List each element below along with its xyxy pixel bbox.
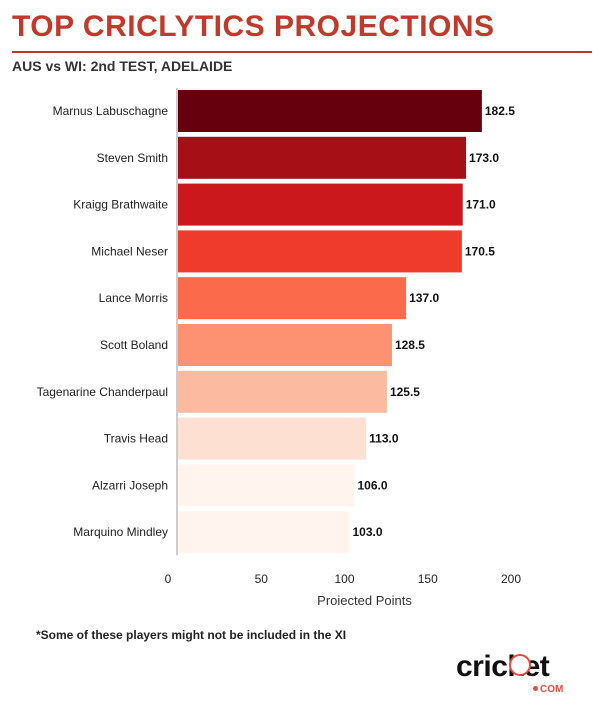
logo-ball-icon xyxy=(509,654,531,676)
x-tick-label: 50 xyxy=(255,572,269,586)
category-label: Travis Head xyxy=(104,432,168,446)
bar xyxy=(178,90,482,132)
category-label: Tagenarine Chanderpaul xyxy=(37,385,168,399)
data-label: 171.0 xyxy=(466,198,496,212)
data-label: 173.0 xyxy=(469,151,499,165)
data-label: 182.5 xyxy=(485,104,515,118)
title-divider xyxy=(12,51,592,53)
logo-dot-icon xyxy=(533,686,538,691)
logo-sub: COM xyxy=(540,684,564,695)
chart-subtitle: AUS vs WI: 2nd TEST, ADELAIDE xyxy=(12,58,233,74)
data-label: 106.0 xyxy=(357,478,387,492)
bar xyxy=(178,417,367,460)
data-label: 113.0 xyxy=(369,432,399,446)
cricket-com-logo: cricket COM xyxy=(456,650,576,695)
x-tick-label: 200 xyxy=(501,572,521,586)
bar xyxy=(178,136,467,179)
category-label: Lance Morris xyxy=(99,291,168,305)
bar xyxy=(178,230,462,273)
category-label: Scott Boland xyxy=(100,338,168,352)
category-label: Alzarri Joseph xyxy=(92,478,168,492)
category-label: Michael Neser xyxy=(91,244,168,258)
data-label: 125.5 xyxy=(390,385,420,399)
bar xyxy=(178,183,463,226)
category-label: Kraigg Brathwaite xyxy=(73,198,168,212)
x-tick-label: 150 xyxy=(418,572,438,586)
footnote: *Some of these players might not be incl… xyxy=(36,628,347,642)
bar xyxy=(178,324,392,366)
chart-title: TOP CRICLYTICS PROJECTIONS xyxy=(12,10,495,43)
bar-chart: Marnus Labuschagne 182.5 Steven Smith 173.0… xyxy=(37,88,521,605)
bar xyxy=(178,464,355,507)
bar xyxy=(178,370,387,413)
category-label: Steven Smith xyxy=(97,151,168,165)
data-label: 170.5 xyxy=(465,244,495,258)
category-label: Marnus Labuschagne xyxy=(53,104,169,118)
category-label: Marquino Mindley xyxy=(73,525,168,539)
data-label: 103.0 xyxy=(352,525,382,539)
x-tick-label: 100 xyxy=(334,572,354,586)
x-tick-label: 0 xyxy=(165,572,172,586)
x-axis-title: Projected Points xyxy=(317,593,412,605)
data-label: 137.0 xyxy=(409,291,439,305)
logo-wordmark: cricket xyxy=(456,650,550,683)
data-label: 128.5 xyxy=(395,338,425,352)
bar xyxy=(178,277,407,320)
bar xyxy=(178,511,350,554)
